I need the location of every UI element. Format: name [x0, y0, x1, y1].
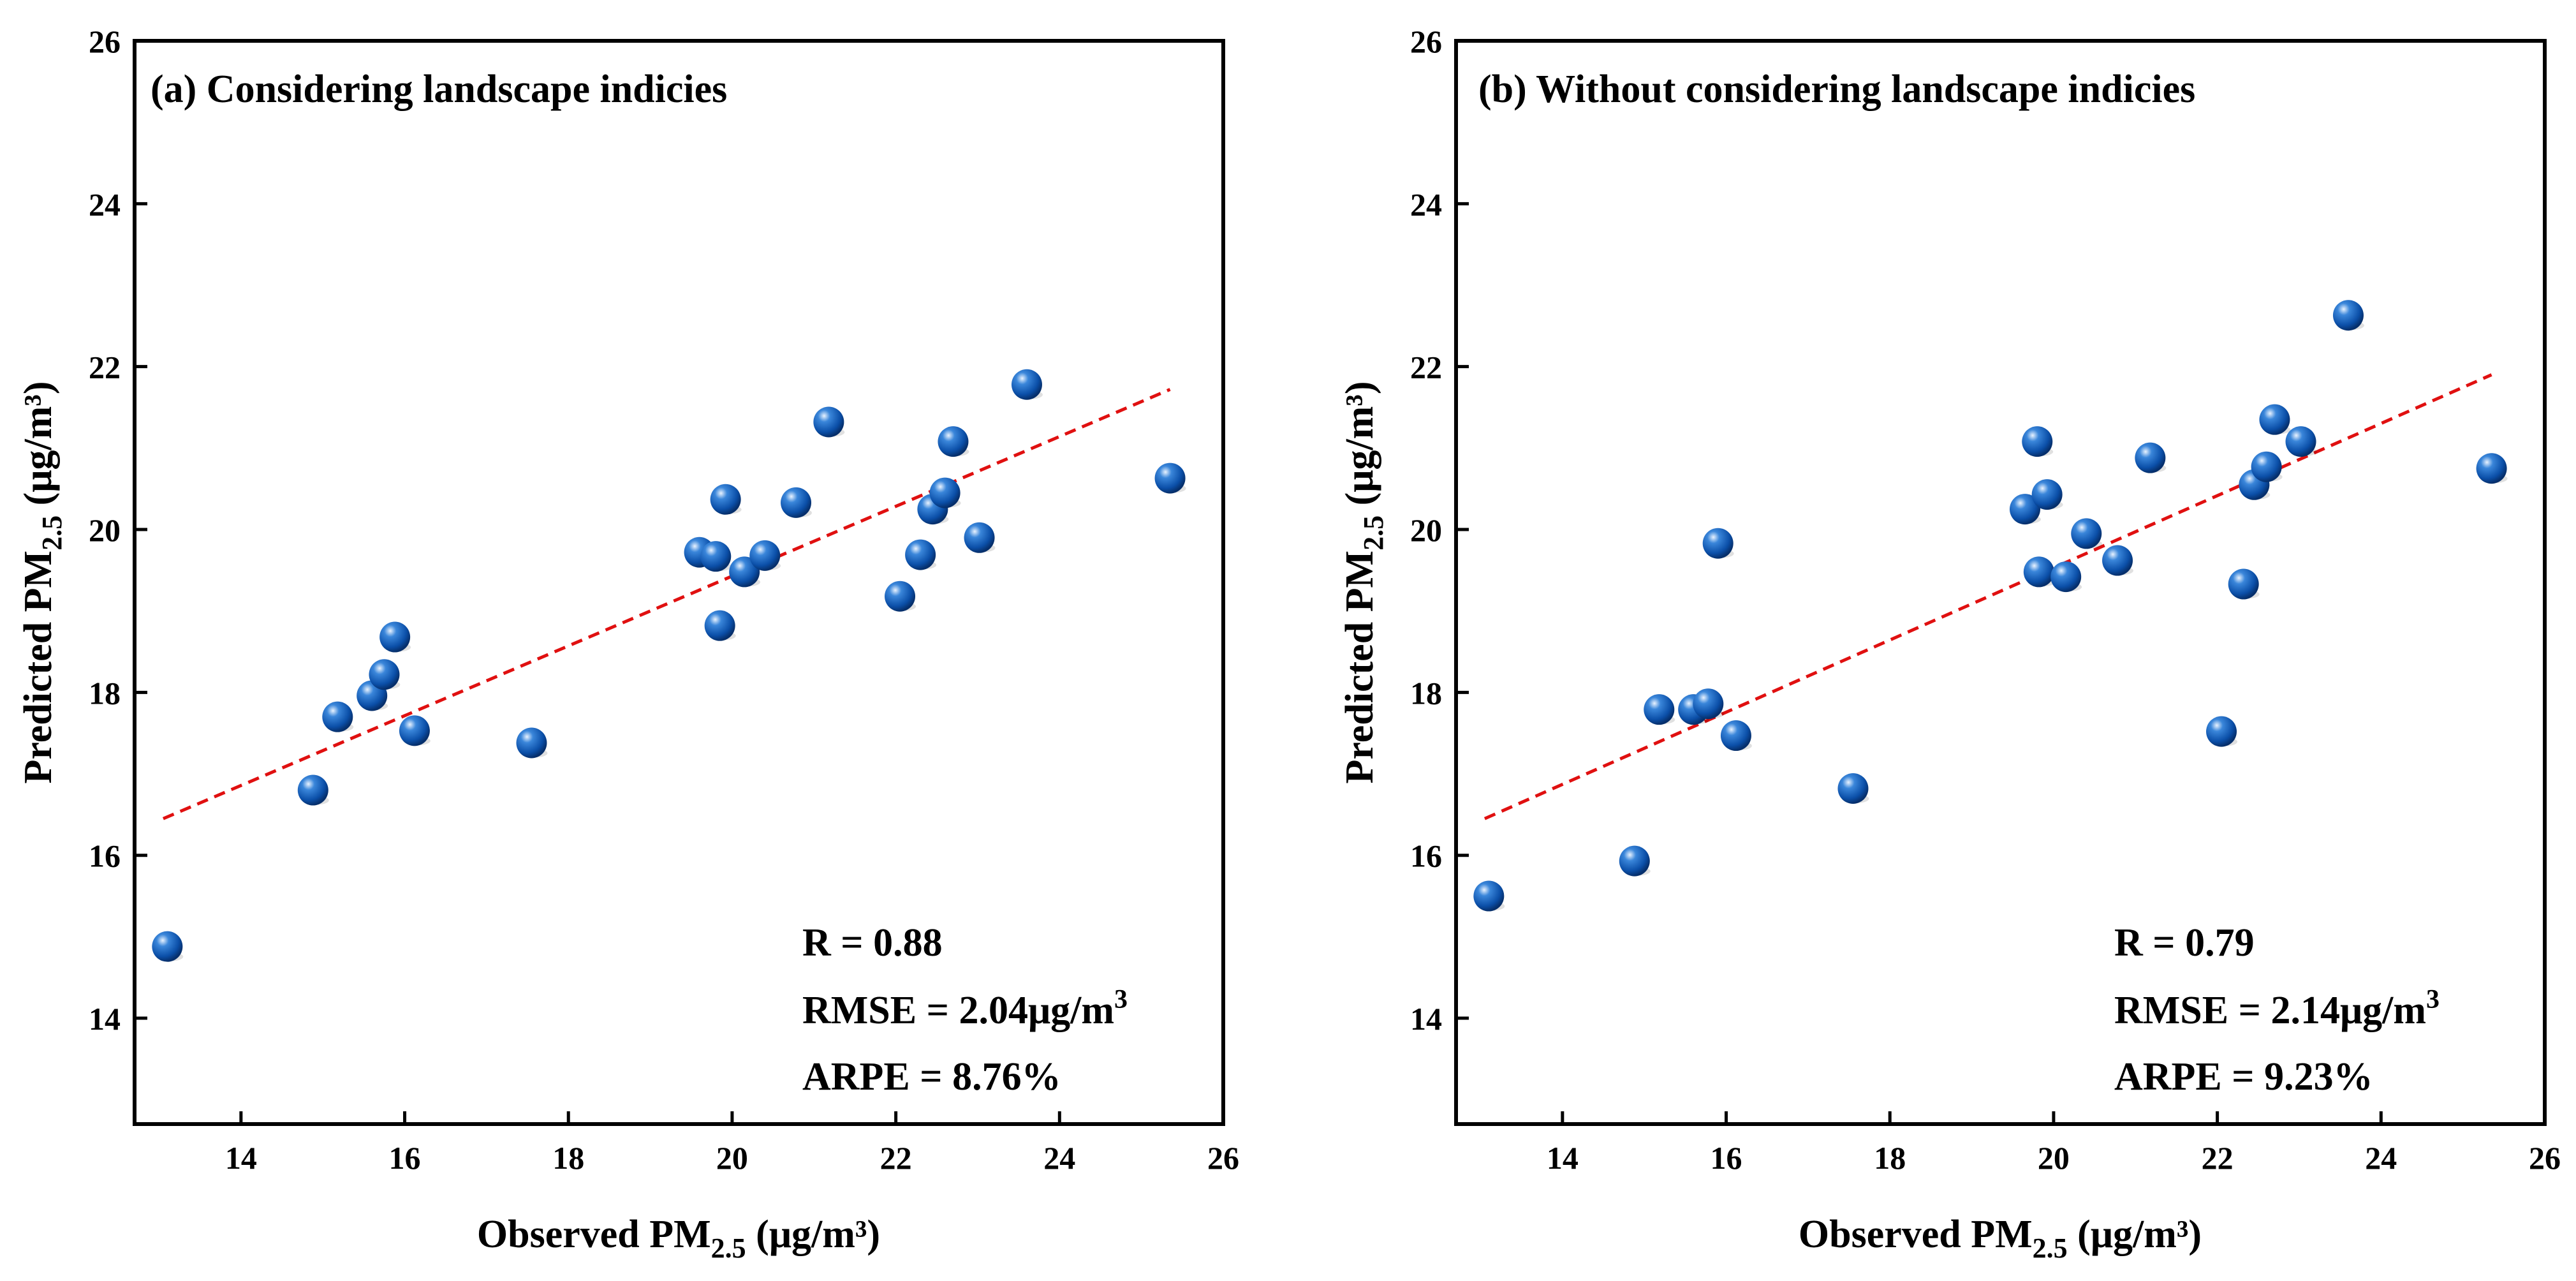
x-tick-label: 24 — [1043, 1140, 1075, 1176]
data-point — [516, 727, 548, 759]
data-point — [2023, 556, 2055, 588]
data-point — [2285, 426, 2317, 457]
y-tick-label: 16 — [89, 838, 121, 874]
x-tick-label: 14 — [225, 1140, 257, 1176]
data-point — [1619, 845, 1651, 877]
data-point — [2206, 716, 2238, 747]
y-tick-label: 16 — [1410, 838, 1442, 874]
data-point — [781, 487, 813, 518]
y-tick-label: 20 — [1410, 512, 1442, 548]
x-axis-title: Observed PM2.5 (μg/m³) — [1799, 1213, 2202, 1264]
x-tick-label: 20 — [716, 1140, 748, 1176]
data-point — [1702, 528, 1734, 559]
fit-line — [162, 388, 1171, 820]
y-tick-label: 20 — [89, 512, 121, 548]
data-point — [2050, 561, 2082, 593]
panel-title: (a) Considering landscape indicies — [151, 68, 727, 111]
x-axis-title: Observed PM2.5 (μg/m³) — [477, 1213, 880, 1264]
x-tick-label: 16 — [389, 1140, 421, 1176]
data-point — [2228, 568, 2260, 600]
x-tick-label: 18 — [552, 1140, 584, 1176]
data-point — [2259, 404, 2291, 435]
plot-frame — [1454, 39, 2547, 1126]
x-tick-label: 22 — [2202, 1140, 2234, 1176]
data-point — [2332, 300, 2364, 331]
panel-a: 14 16 18 20 22 24 26 14 16 18 20 22 24 26 (a) Consid… — [17, 24, 1239, 1264]
data-point — [297, 774, 329, 806]
stat-r: R = 0.79 — [2114, 921, 2255, 965]
data-point — [2010, 494, 2042, 525]
y-tick-label: 24 — [1410, 186, 1442, 222]
y-tick-label: 26 — [1410, 24, 1442, 59]
data-point — [152, 931, 184, 962]
data-point — [1154, 463, 1186, 494]
data-point — [322, 701, 354, 732]
data-marks — [1473, 300, 2508, 912]
y-tick-label: 18 — [1410, 675, 1442, 711]
data-point — [704, 610, 736, 641]
data-point — [399, 715, 431, 746]
data-point — [749, 540, 781, 571]
x-ticks: 14 16 18 20 22 24 26 — [225, 1111, 1239, 1176]
data-point — [929, 477, 961, 508]
data-point — [369, 659, 401, 690]
data-marks — [152, 369, 1186, 962]
data-point — [1473, 880, 1505, 912]
y-axis-title: Predicted PM2.5 (μg/m³) — [17, 381, 68, 784]
x-tick-label: 18 — [1874, 1140, 1906, 1176]
y-tick-label: 18 — [89, 675, 121, 711]
y-tick-label: 22 — [89, 350, 121, 385]
data-point — [938, 426, 969, 457]
data-point — [379, 621, 411, 653]
data-point — [710, 484, 742, 515]
y-axis-title: Predicted PM2.5 (μg/m³) — [1338, 381, 1389, 784]
stat-arpe: ARPE = 8.76% — [802, 1055, 1061, 1099]
y-ticks: 14 16 18 20 22 24 26 — [1410, 24, 1469, 1037]
y-tick-label: 26 — [89, 24, 121, 59]
fit-line — [1483, 373, 2492, 820]
data-point — [885, 581, 916, 612]
data-point — [2251, 451, 2283, 482]
y-tick-label: 14 — [1410, 1001, 1442, 1037]
data-point — [1720, 720, 1752, 752]
stat-arpe: ARPE = 9.23% — [2114, 1055, 2373, 1099]
y-tick-label: 14 — [89, 1001, 121, 1037]
y-tick-label: 24 — [89, 186, 121, 222]
panel-title: (b) Without considering landscape indici… — [1478, 68, 2195, 111]
x-tick-label: 24 — [2365, 1140, 2397, 1176]
panel-b: 14 16 18 20 22 24 26 14 16 18 20 22 24 26 (b) Withou… — [1338, 24, 2561, 1264]
y-tick-label: 22 — [1410, 350, 1442, 385]
plot-frame — [133, 39, 1225, 1126]
data-point — [813, 406, 845, 438]
stat-rmse: RMSE = 2.14μg/m3 — [2114, 985, 2440, 1032]
x-tick-label: 26 — [2529, 1140, 2561, 1176]
data-point — [700, 541, 732, 572]
data-point — [2031, 479, 2063, 510]
data-point — [1693, 688, 1725, 720]
data-point — [2135, 442, 2167, 473]
data-point — [2071, 518, 2103, 549]
x-tick-label: 20 — [2038, 1140, 2070, 1176]
data-point — [2022, 426, 2054, 457]
data-point — [729, 556, 761, 588]
data-point — [905, 539, 937, 570]
x-tick-label: 16 — [1711, 1140, 1742, 1176]
data-point — [2476, 453, 2508, 484]
stat-r: R = 0.88 — [802, 921, 943, 965]
data-point — [2102, 545, 2134, 576]
data-point — [1644, 694, 1675, 725]
data-point — [964, 522, 996, 553]
stat-rmse: RMSE = 2.04μg/m3 — [802, 985, 1128, 1032]
y-ticks: 14 16 18 20 22 24 26 — [89, 24, 147, 1037]
data-point — [1837, 773, 1869, 804]
x-tick-label: 26 — [1207, 1140, 1239, 1176]
x-ticks: 14 16 18 20 22 24 26 — [1547, 1111, 2561, 1176]
x-tick-label: 14 — [1547, 1140, 1579, 1176]
x-tick-label: 22 — [880, 1140, 912, 1176]
data-point — [1011, 369, 1043, 400]
